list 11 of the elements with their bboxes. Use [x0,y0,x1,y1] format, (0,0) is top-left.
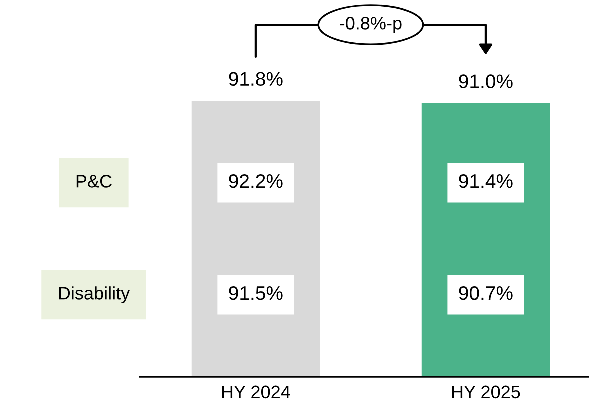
data-label: 91.8% [229,72,283,86]
annotation: 92.2% [229,174,283,188]
text: Disability [59,286,130,304]
annotation: 91.5% [229,286,283,300]
text: -0.8%-p [340,17,402,34]
annotation: 90.7% [459,286,513,300]
text: P&C [76,175,112,188]
x-tick-label: HY 2025 [452,386,520,399]
annotation: 91.4% [459,174,513,188]
x-tick-label: HY 2024 [222,386,290,399]
data-label: 91.0% [459,74,513,88]
